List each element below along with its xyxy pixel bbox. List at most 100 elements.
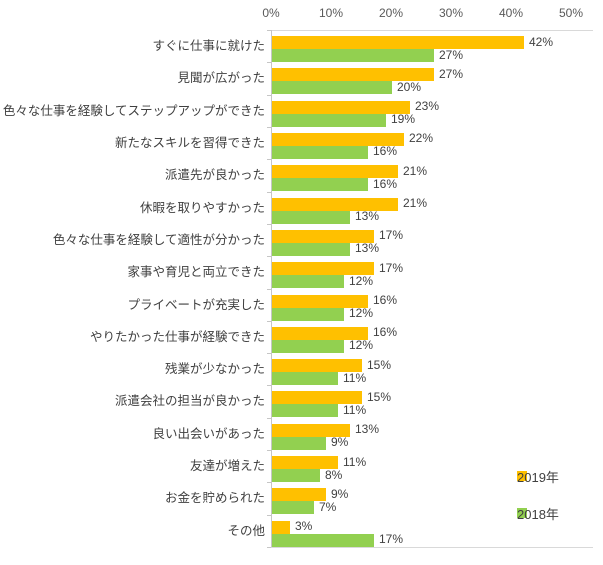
bar-2018 bbox=[272, 242, 350, 256]
legend-swatch-2018 bbox=[517, 508, 527, 518]
value-label: 9% bbox=[331, 435, 349, 450]
value-label: 12% bbox=[349, 338, 374, 353]
x-axis-tick-label: 30% bbox=[438, 6, 464, 20]
y-axis-tick bbox=[267, 547, 271, 548]
value-label: 17% bbox=[379, 532, 404, 547]
category-label: お金を貯められた bbox=[164, 491, 265, 506]
bar-2019 bbox=[272, 326, 368, 340]
bar-2019 bbox=[272, 36, 524, 49]
bar-2018 bbox=[272, 307, 344, 321]
value-label: 13% bbox=[355, 422, 380, 437]
value-label: 15% bbox=[367, 389, 392, 404]
bar-2019 bbox=[272, 197, 398, 211]
y-axis-tick bbox=[267, 126, 271, 128]
value-label: 27% bbox=[439, 47, 464, 62]
x-axis-tick-label: 10% bbox=[318, 6, 344, 20]
category-label: 見聞が広がった bbox=[177, 71, 265, 86]
value-label: 16% bbox=[373, 144, 398, 159]
value-label: 42% bbox=[529, 34, 554, 49]
bar-2018 bbox=[272, 469, 320, 483]
plot-border-bottom bbox=[271, 547, 593, 548]
category-label: 派遣先が良かった bbox=[164, 168, 265, 183]
bar-2019 bbox=[272, 520, 290, 534]
bar-2019 bbox=[272, 488, 326, 502]
bar-2019 bbox=[272, 456, 338, 470]
bar-2018 bbox=[272, 81, 392, 95]
bar-2019 bbox=[272, 165, 398, 179]
bar-2018 bbox=[272, 275, 344, 289]
value-label: 3% bbox=[295, 519, 313, 534]
legend-label-2018: 2018年 bbox=[517, 506, 559, 522]
bar-2018 bbox=[272, 339, 344, 353]
value-label: 11% bbox=[343, 402, 367, 417]
value-label: 20% bbox=[397, 79, 422, 94]
x-axis-tick-label: 20% bbox=[378, 6, 404, 20]
bar-2018 bbox=[272, 436, 326, 450]
bar-2019 bbox=[272, 229, 374, 243]
value-label: 16% bbox=[373, 325, 398, 340]
y-axis-line bbox=[271, 30, 272, 547]
value-label: 12% bbox=[349, 306, 374, 320]
y-axis-tick bbox=[267, 320, 271, 322]
category-label: 友達が増えた bbox=[189, 459, 265, 474]
y-axis-tick bbox=[267, 256, 271, 258]
category-label: 家事や育児と両立できた bbox=[127, 265, 265, 280]
bar-2019 bbox=[272, 68, 434, 82]
category-label: 新たなスキルを習得できた bbox=[114, 135, 265, 150]
bar-2018 bbox=[272, 178, 368, 192]
bar-2019 bbox=[272, 100, 410, 114]
x-axis-tick-label: 40% bbox=[498, 6, 524, 20]
value-label: 17% bbox=[379, 260, 404, 275]
value-label: 17% bbox=[379, 228, 404, 243]
value-label: 21% bbox=[403, 196, 428, 211]
bar-2018 bbox=[272, 372, 338, 386]
category-label: 残業が少なかった bbox=[164, 362, 265, 377]
value-label: 11% bbox=[343, 370, 367, 385]
value-label: 13% bbox=[355, 209, 380, 224]
value-label: 8% bbox=[325, 467, 343, 482]
legend-label-2019: 2019年 bbox=[517, 469, 559, 485]
category-label: 色々な仕事を経験して適性が分かった bbox=[52, 232, 265, 247]
category-label: 派遣会社の担当が良かった bbox=[114, 394, 265, 409]
legend-swatch-2019 bbox=[517, 471, 527, 481]
y-axis-tick bbox=[267, 159, 271, 161]
value-label: 15% bbox=[367, 357, 392, 372]
value-label: 11% bbox=[343, 454, 367, 469]
value-label: 22% bbox=[409, 131, 434, 146]
bar-2018 bbox=[272, 404, 338, 418]
bar-2019 bbox=[272, 423, 350, 437]
value-label: 27% bbox=[439, 66, 464, 81]
category-label: すぐに仕事に就けた bbox=[152, 39, 265, 53]
bar-2018 bbox=[272, 533, 374, 547]
bar-2019 bbox=[272, 359, 362, 373]
x-axis-tick-label: 50% bbox=[558, 6, 584, 20]
y-axis-tick bbox=[267, 223, 271, 225]
y-axis-tick bbox=[267, 62, 271, 64]
category-label: 休暇を取りやすかった bbox=[139, 200, 265, 215]
y-axis-tick bbox=[267, 94, 271, 96]
value-label: 7% bbox=[319, 499, 337, 514]
category-label: その他 bbox=[227, 523, 265, 538]
value-label: 19% bbox=[391, 112, 416, 127]
value-label: 16% bbox=[373, 176, 398, 191]
y-axis-tick bbox=[267, 191, 271, 193]
bar-2018 bbox=[272, 49, 434, 62]
bar-2019 bbox=[272, 262, 374, 276]
plot-border-top bbox=[271, 30, 593, 31]
y-axis-tick bbox=[267, 417, 271, 419]
x-axis-tick-label: 0% bbox=[262, 6, 280, 20]
y-axis-tick bbox=[267, 514, 271, 516]
bar-2018 bbox=[272, 501, 314, 515]
bar-2018 bbox=[272, 210, 350, 224]
category-label: やりたかった仕事が経験できた bbox=[89, 329, 265, 344]
y-axis-tick bbox=[267, 353, 271, 355]
value-label: 21% bbox=[403, 163, 428, 178]
bar-2019 bbox=[272, 391, 362, 405]
y-axis-tick bbox=[267, 385, 271, 387]
bar-2018 bbox=[272, 145, 368, 159]
category-label: プライベートが充実した bbox=[127, 297, 265, 312]
category-label: 色々な仕事を経験してステップアップができた bbox=[2, 103, 265, 118]
bar-2018 bbox=[272, 113, 386, 127]
y-axis-tick bbox=[267, 482, 271, 484]
